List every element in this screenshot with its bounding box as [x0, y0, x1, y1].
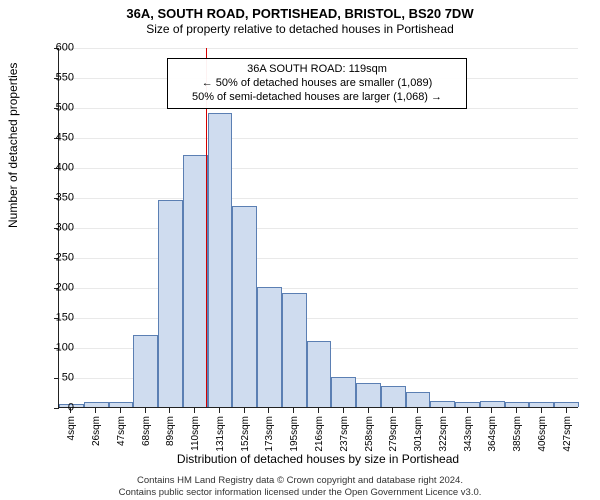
ytick-label: 450	[34, 133, 74, 144]
xtick-mark	[442, 408, 443, 413]
xtick-mark	[268, 408, 269, 413]
gridline	[59, 48, 578, 49]
histogram-bar	[529, 402, 554, 407]
histogram-bar	[356, 383, 381, 407]
xtick-label: 427sqm	[562, 416, 573, 452]
xtick-label: 385sqm	[512, 416, 523, 452]
ytick-label: 150	[34, 313, 74, 324]
histogram-bar	[257, 287, 282, 407]
xtick-label: 364sqm	[487, 416, 498, 452]
xtick-label: 131sqm	[215, 416, 226, 452]
axes: 36A SOUTH ROAD: 119sqm← 50% of detached …	[58, 48, 578, 408]
xtick-label: 26sqm	[91, 416, 102, 446]
xtick-label: 110sqm	[190, 416, 201, 451]
histogram-bar	[480, 401, 505, 407]
xtick-mark	[169, 408, 170, 413]
chart-title: 36A, SOUTH ROAD, PORTISHEAD, BRISTOL, BS…	[0, 0, 600, 22]
xtick-mark	[120, 408, 121, 413]
xtick-mark	[293, 408, 294, 413]
xtick-mark	[566, 408, 567, 413]
annotation-line: ← 50% of detached houses are smaller (1,…	[174, 77, 460, 91]
histogram-bar	[455, 402, 480, 407]
xtick-label: 301sqm	[413, 416, 424, 452]
chart-subtitle: Size of property relative to detached ho…	[0, 22, 600, 38]
histogram-bar	[381, 386, 406, 407]
xtick-label: 343sqm	[463, 416, 474, 452]
footer: Contains HM Land Registry data © Crown c…	[0, 475, 600, 500]
histogram-bar	[430, 401, 455, 407]
xtick-label: 68sqm	[141, 416, 152, 446]
histogram-bar	[208, 113, 233, 407]
ytick-label: 350	[34, 193, 74, 204]
histogram-bar	[133, 335, 158, 407]
xtick-label: 4sqm	[66, 416, 77, 440]
gridline	[59, 288, 578, 289]
ytick-label: 250	[34, 253, 74, 264]
annotation-line: 50% of semi-detached houses are larger (…	[174, 91, 460, 105]
xtick-label: 406sqm	[537, 416, 548, 452]
histogram-bar	[554, 402, 579, 407]
histogram-bar	[232, 206, 257, 407]
annotation-line: 36A SOUTH ROAD: 119sqm	[174, 63, 460, 77]
xtick-label: 173sqm	[264, 416, 275, 452]
xtick-mark	[145, 408, 146, 413]
histogram-bar	[331, 377, 356, 407]
ytick-label: 50	[34, 373, 74, 384]
xtick-mark	[417, 408, 418, 413]
ytick-label: 300	[34, 223, 74, 234]
histogram-bar	[183, 155, 208, 407]
xtick-mark	[95, 408, 96, 413]
chart-container: 36A, SOUTH ROAD, PORTISHEAD, BRISTOL, BS…	[0, 0, 600, 500]
gridline	[59, 198, 578, 199]
histogram-bar	[84, 402, 109, 407]
xtick-mark	[219, 408, 220, 413]
ytick-label: 100	[34, 343, 74, 354]
xtick-label: 89sqm	[165, 416, 176, 446]
xtick-label: 152sqm	[240, 416, 251, 452]
xtick-mark	[541, 408, 542, 413]
histogram-bar	[109, 402, 134, 407]
xtick-label: 47sqm	[116, 416, 127, 446]
xtick-label: 322sqm	[438, 416, 449, 452]
y-axis-label: Number of detached properties	[6, 63, 20, 228]
gridline	[59, 318, 578, 319]
histogram-bar	[505, 402, 530, 407]
ytick-label: 500	[34, 103, 74, 114]
xtick-mark	[244, 408, 245, 413]
xtick-label: 258sqm	[364, 416, 375, 452]
xtick-mark	[368, 408, 369, 413]
xtick-mark	[467, 408, 468, 413]
ytick-label: 550	[34, 73, 74, 84]
ytick-label: 400	[34, 163, 74, 174]
xtick-mark	[392, 408, 393, 413]
xtick-mark	[343, 408, 344, 413]
xtick-label: 279sqm	[388, 416, 399, 452]
xtick-mark	[491, 408, 492, 413]
gridline	[59, 138, 578, 139]
ytick-label: 600	[34, 43, 74, 54]
ytick-label: 0	[34, 403, 74, 414]
footer-line-1: Contains HM Land Registry data © Crown c…	[0, 475, 600, 486]
xtick-mark	[516, 408, 517, 413]
histogram-bar	[307, 341, 332, 407]
xtick-label: 216sqm	[314, 416, 325, 452]
gridline	[59, 228, 578, 229]
xtick-label: 195sqm	[289, 416, 300, 452]
xtick-label: 237sqm	[339, 416, 350, 452]
annotation-box: 36A SOUTH ROAD: 119sqm← 50% of detached …	[167, 58, 467, 109]
histogram-bar	[282, 293, 307, 407]
histogram-bar	[158, 200, 183, 407]
xtick-mark	[194, 408, 195, 413]
gridline	[59, 258, 578, 259]
histogram-bar	[406, 392, 431, 407]
footer-line-2: Contains public sector information licen…	[0, 487, 600, 498]
ytick-label: 200	[34, 283, 74, 294]
gridline	[59, 168, 578, 169]
x-axis-label: Distribution of detached houses by size …	[58, 452, 578, 466]
plot-area: 36A SOUTH ROAD: 119sqm← 50% of detached …	[58, 48, 578, 408]
xtick-mark	[318, 408, 319, 413]
